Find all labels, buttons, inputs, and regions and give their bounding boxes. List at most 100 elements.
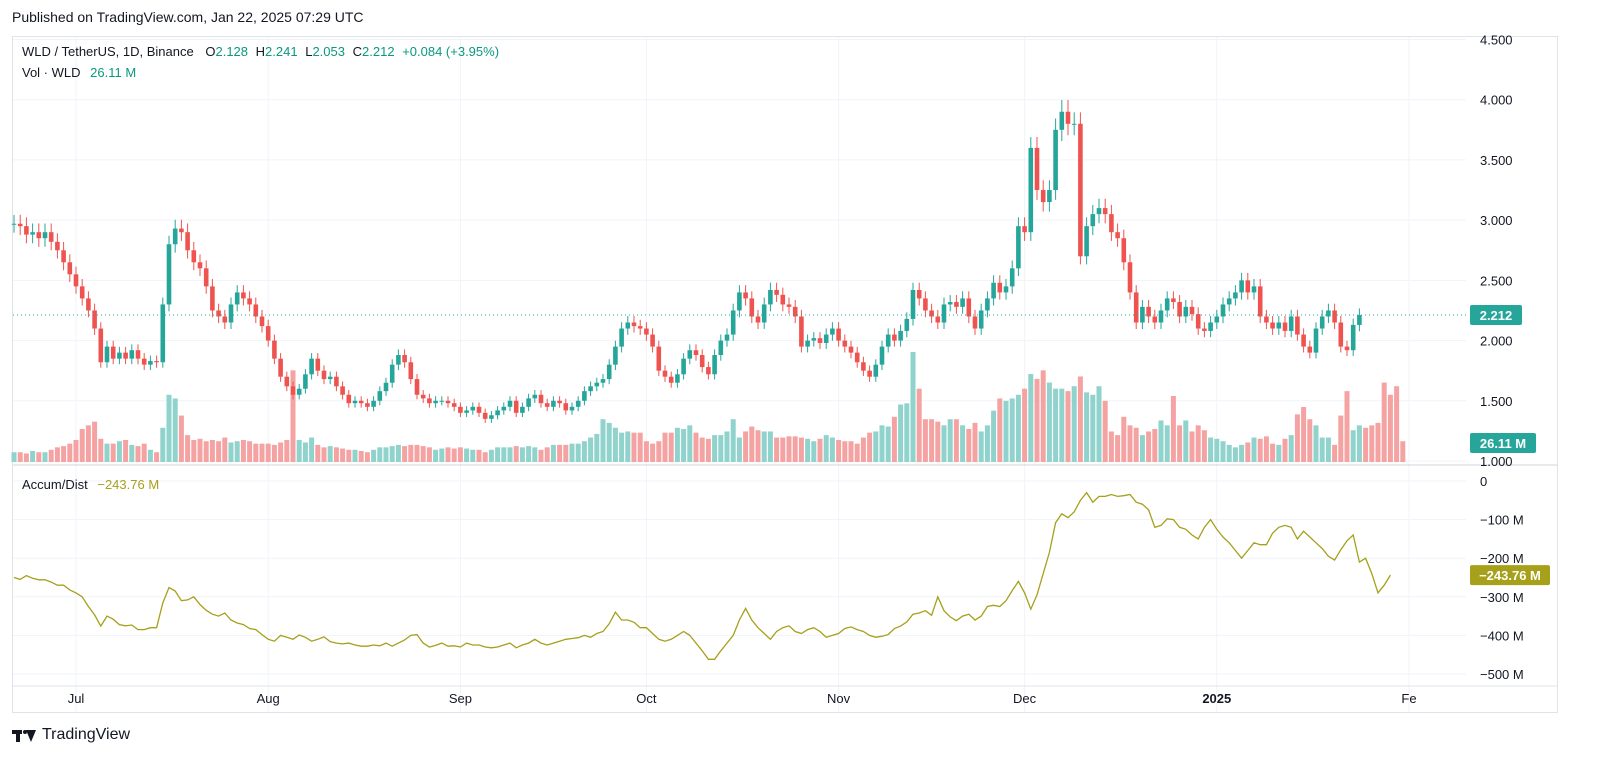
time-tick-label: Fe: [1401, 691, 1416, 706]
candle-body: [1059, 111, 1065, 130]
volume-bar: [271, 444, 277, 462]
candle-body: [985, 298, 990, 311]
volume-bar: [253, 443, 259, 462]
candle-body: [17, 223, 23, 227]
volume-bar: [11, 452, 17, 462]
volume-bar: [426, 447, 432, 462]
candle-body: [916, 289, 922, 299]
candle-body: [997, 282, 1003, 293]
open-label: O: [205, 44, 216, 59]
volume-bar: [1270, 443, 1276, 462]
volume-bar: [464, 448, 470, 462]
candle-body: [817, 338, 823, 343]
candle-body: [786, 304, 792, 307]
volume-bar: [389, 446, 395, 462]
volume-bar: [941, 425, 947, 462]
candle-body: [954, 302, 959, 307]
ad-legend[interactable]: Accum/Dist −243.76 M: [22, 477, 159, 492]
high-value: 2.241: [265, 44, 298, 59]
candle-body: [1288, 316, 1294, 331]
volume-bar: [116, 441, 122, 462]
volume-legend[interactable]: Vol · WLD 26.11 M: [22, 65, 136, 80]
candle-body: [619, 328, 624, 347]
volume-bar: [1363, 427, 1369, 462]
candle-body: [296, 388, 302, 395]
candle-body: [1344, 346, 1350, 351]
open-value: 2.128: [215, 44, 249, 59]
volume-bar: [364, 452, 370, 462]
candle-body: [228, 304, 234, 323]
candle-body: [11, 223, 17, 225]
candle-body: [191, 250, 197, 263]
volume-bar: [1177, 425, 1183, 462]
candle-body: [1071, 123, 1077, 125]
volume-bar: [1387, 394, 1393, 462]
volume-bar: [1034, 378, 1040, 462]
volume-label[interactable]: Vol · WLD: [22, 65, 81, 80]
candle-body: [1102, 208, 1108, 215]
volume-bar: [780, 437, 786, 462]
ad-label[interactable]: Accum/Dist: [22, 477, 88, 492]
candle-body: [929, 310, 934, 317]
volume-bar: [755, 430, 761, 462]
candle-body: [960, 298, 965, 307]
chart-frame[interactable]: [12, 36, 1558, 713]
candle-body: [55, 241, 60, 251]
volume-bar: [619, 432, 625, 462]
candle-body: [1264, 316, 1269, 323]
candle-body: [396, 355, 401, 365]
candle-body: [712, 355, 717, 375]
volume-bar: [997, 398, 1003, 462]
volume-bar: [718, 435, 724, 462]
candle-body: [935, 316, 941, 323]
candle-body: [377, 391, 383, 401]
candle-body: [433, 400, 438, 404]
candle-body: [1239, 280, 1244, 293]
volume-bar: [749, 426, 755, 462]
candle-body: [644, 328, 649, 335]
volume-bar: [358, 451, 364, 462]
volume-bar: [185, 435, 191, 462]
candle-body: [588, 386, 593, 392]
candle-body: [693, 350, 699, 356]
volume-bar: [631, 432, 637, 462]
volume-bar: [588, 437, 594, 462]
candle-body: [594, 382, 600, 387]
candle-body: [966, 298, 972, 317]
volume-bar: [885, 426, 891, 462]
footer-brand[interactable]: TradingView: [12, 726, 130, 744]
volume-bar: [811, 441, 817, 462]
volume-bar: [550, 444, 556, 462]
candle-body: [414, 379, 420, 395]
volume-bar: [439, 448, 445, 462]
candle-body: [836, 328, 841, 341]
volume-bar: [1059, 388, 1065, 462]
volume-bar: [1226, 444, 1232, 462]
candle-body: [687, 350, 693, 359]
candle-body: [1065, 111, 1071, 124]
volume-bar: [606, 422, 612, 462]
symbol-legend[interactable]: WLD / TetherUS, 1D, Binance O2.128 H2.24…: [22, 44, 499, 59]
symbol-name[interactable]: WLD / TetherUS, 1D, Binance: [22, 44, 194, 59]
volume-bar: [650, 443, 656, 462]
last-volume-badge-label: 26.11 M: [1480, 436, 1526, 451]
volume-bar: [234, 441, 240, 462]
price-tick-label: 2.000: [1480, 334, 1513, 349]
price-tick-label: 1.000: [1480, 454, 1513, 469]
volume-bar: [1381, 382, 1387, 462]
candle-body: [1202, 328, 1207, 331]
candle-body: [1127, 262, 1133, 293]
volume-bar: [904, 403, 910, 462]
volume-bar: [668, 432, 674, 462]
volume-bar: [147, 449, 153, 462]
volume-bar: [842, 441, 848, 462]
candle-body: [439, 400, 445, 402]
volume-bar: [662, 432, 668, 462]
volume-bar: [197, 438, 203, 462]
candle-body: [879, 346, 885, 365]
volume-bar: [1022, 388, 1028, 462]
candle-body: [61, 250, 66, 263]
volume-bar: [823, 435, 829, 462]
candle-body: [1183, 306, 1189, 317]
